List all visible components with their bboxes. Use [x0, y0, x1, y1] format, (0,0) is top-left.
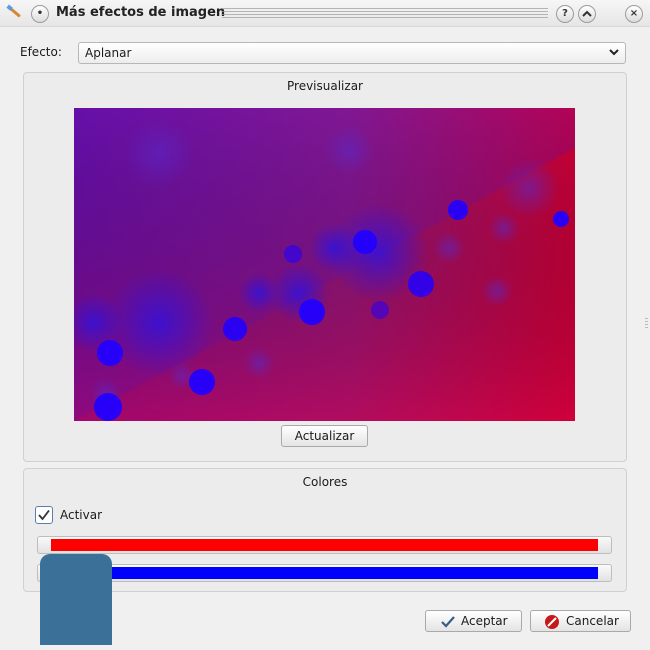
- color2-button[interactable]: [37, 564, 612, 582]
- chevron-up-icon: [582, 10, 592, 17]
- window-title: Más efectos de imagen: [56, 5, 226, 20]
- effect-label: Efecto:: [20, 45, 62, 59]
- cancel-button[interactable]: Cancelar: [530, 610, 631, 632]
- color1-button[interactable]: [37, 536, 612, 554]
- cancel-icon: [544, 614, 560, 633]
- check-icon: [440, 614, 456, 633]
- window-menu-button[interactable]: •: [31, 5, 49, 23]
- preview-group-title: Previsualizar: [287, 79, 363, 93]
- overlay-panel: [40, 554, 112, 645]
- accept-button[interactable]: Aceptar: [425, 610, 522, 632]
- close-button[interactable]: ×: [625, 5, 643, 23]
- colors-group-title: Colores: [302, 475, 348, 489]
- chevron-down-icon: [607, 45, 621, 62]
- shade-button[interactable]: [578, 5, 596, 23]
- effect-selected-value: Aplanar: [85, 46, 132, 60]
- help-button[interactable]: ?: [556, 5, 574, 23]
- enable-checkbox[interactable]: [35, 506, 53, 524]
- check-icon: [38, 509, 50, 521]
- color1-swatch: [51, 539, 598, 551]
- update-preview-button[interactable]: Actualizar: [281, 425, 368, 447]
- color2-swatch: [51, 567, 598, 579]
- effect-select[interactable]: Aplanar: [78, 42, 626, 64]
- resize-grip[interactable]: [645, 318, 648, 330]
- title-decoration: [222, 8, 548, 18]
- app-icon: [6, 4, 24, 22]
- preview-image: [74, 108, 575, 421]
- enable-label[interactable]: Activar: [60, 508, 103, 522]
